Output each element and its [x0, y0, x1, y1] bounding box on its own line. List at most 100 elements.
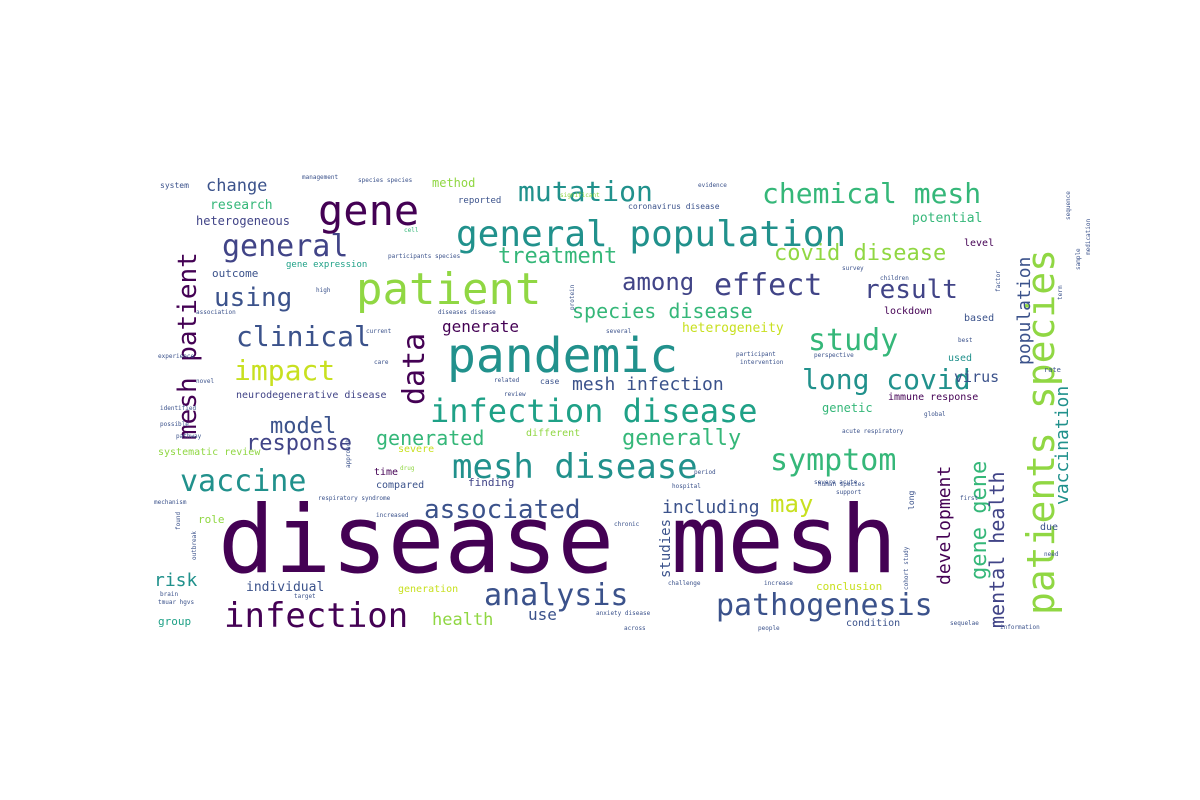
word: identified — [160, 405, 197, 412]
word: management — [302, 174, 339, 181]
word: research — [210, 198, 273, 213]
word: challenge — [668, 580, 701, 587]
word: review — [504, 391, 526, 398]
word: children — [880, 275, 909, 282]
word: diseases disease — [438, 309, 496, 316]
word: vaccination — [1052, 386, 1073, 505]
word: patients species — [1019, 249, 1063, 615]
word: increased — [376, 512, 409, 519]
word: outcome — [212, 267, 258, 280]
word: survey — [842, 265, 864, 272]
word: need — [1044, 551, 1059, 558]
word: virus — [954, 368, 999, 386]
word: participants species — [388, 253, 461, 260]
word: neurodegenerative disease — [236, 390, 387, 401]
word: may — [770, 490, 813, 518]
word: individual — [246, 580, 324, 595]
word: studies — [658, 519, 674, 578]
word: medication — [1085, 218, 1092, 255]
word: gene expression — [286, 260, 367, 270]
word: mechanism — [154, 499, 187, 506]
word: general — [222, 229, 348, 264]
word: sequelae — [950, 620, 979, 627]
word: several — [606, 328, 632, 335]
word: first — [960, 495, 978, 502]
word: mutation — [518, 175, 653, 208]
word: gene — [318, 186, 419, 235]
word: heterogeneous — [196, 214, 290, 228]
word: data — [397, 333, 432, 405]
word: period — [694, 469, 716, 476]
word: impact — [234, 354, 335, 387]
word: based — [964, 313, 994, 324]
word: group — [158, 615, 191, 628]
word: infection disease — [430, 392, 758, 430]
word: sequence — [1065, 191, 1072, 220]
word: pathway — [176, 433, 202, 440]
word: experience — [158, 353, 195, 360]
word: mesh patient — [173, 252, 203, 440]
word: development — [934, 466, 955, 585]
word: severe — [398, 444, 434, 455]
word: factor — [995, 270, 1002, 292]
word: information — [1000, 624, 1040, 631]
word: due — [1040, 522, 1058, 533]
word: brain — [160, 591, 178, 598]
word: vaccine — [180, 464, 306, 499]
word: mesh disease — [452, 447, 698, 487]
word: covid disease — [774, 241, 946, 266]
word: different — [526, 428, 580, 439]
word: global — [924, 411, 946, 418]
word: potential — [912, 211, 982, 226]
word: high — [316, 287, 331, 294]
word: perspective — [814, 352, 854, 359]
word: reported — [458, 196, 501, 206]
word: method — [432, 176, 475, 190]
word: species species — [358, 177, 413, 184]
word: drug — [400, 465, 415, 472]
word: response — [246, 431, 352, 456]
word: evidence — [698, 182, 727, 189]
word: sample — [1075, 248, 1082, 270]
word: long — [907, 491, 916, 510]
word: care — [374, 359, 389, 366]
word: significant — [560, 192, 600, 199]
word: cell — [404, 227, 419, 234]
word: people — [758, 625, 780, 632]
word: species disease — [572, 299, 753, 323]
word: role — [198, 513, 225, 526]
word: treatment — [498, 244, 617, 269]
word: mesh infection — [572, 374, 724, 395]
word: gene gene — [967, 461, 992, 580]
word: current — [366, 328, 392, 335]
word: anxiety disease — [596, 610, 651, 617]
word: possible — [160, 421, 189, 428]
word: associated — [424, 495, 581, 525]
word: effect — [714, 268, 822, 303]
word: pathogenesis — [716, 588, 933, 623]
word: case — [540, 377, 559, 386]
word: used — [948, 353, 972, 364]
word: general population — [456, 214, 846, 255]
word: acute respiratory — [842, 428, 904, 435]
word: association — [196, 309, 236, 316]
word: conclusion — [816, 580, 882, 593]
word: disease mesh — [218, 486, 897, 595]
word: generate — [442, 317, 519, 336]
word: immune response — [888, 392, 978, 403]
word: cohort study — [903, 546, 910, 590]
word: severe acute — [814, 479, 858, 486]
word: model — [270, 414, 336, 439]
word: target — [294, 593, 316, 600]
word: outbreak — [191, 531, 198, 560]
word: rate — [1044, 366, 1061, 374]
word: heterogeneity — [682, 321, 784, 336]
word: hospital — [672, 483, 701, 490]
word: respiratory syndrome — [318, 495, 391, 502]
word: novel — [196, 378, 214, 385]
word: analysis — [484, 578, 629, 613]
word: coronavirus disease — [628, 202, 720, 211]
word: compared — [376, 480, 424, 491]
word: found — [175, 512, 182, 530]
